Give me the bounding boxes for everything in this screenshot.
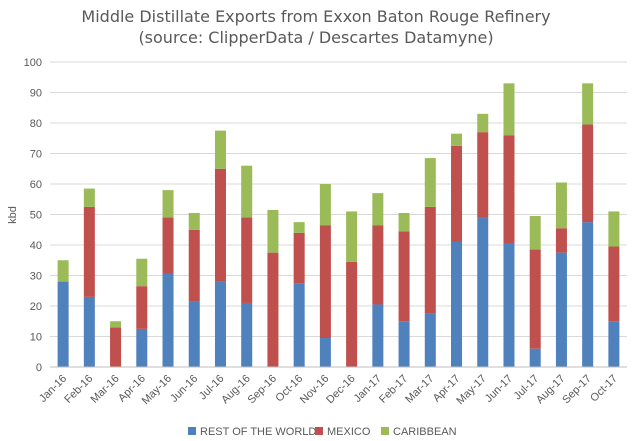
x-tick-label: Mar-16 <box>89 373 122 406</box>
bar-mexico <box>241 217 253 303</box>
x-axis-ticks: Jan-16Feb-16Mar-16Apr-16May-16Jun-16Jul-… <box>37 373 620 407</box>
bars <box>57 83 620 367</box>
bar-rest-of-the-world <box>608 321 620 367</box>
legend-swatch <box>188 427 196 435</box>
bar-mexico <box>346 261 358 367</box>
bar-caribbean <box>293 222 305 233</box>
y-tick-label: 50 <box>30 210 42 222</box>
bar-caribbean <box>582 83 594 125</box>
bar-mexico <box>267 252 279 367</box>
bar-mexico <box>136 286 148 329</box>
chart-subtitle: (source: ClipperData / Descartes Datamyn… <box>138 28 493 47</box>
bar-mexico <box>503 135 515 244</box>
y-axis-label: kbd <box>7 206 19 224</box>
bar-rest-of-the-world <box>424 313 436 367</box>
bar-mexico <box>319 225 331 339</box>
bar-caribbean <box>477 113 489 133</box>
x-tick-label: Sep-16 <box>245 373 279 407</box>
bar-mexico <box>214 168 226 282</box>
bar-caribbean <box>267 209 279 253</box>
x-tick-label: Feb-16 <box>62 373 95 406</box>
legend: REST OF THE WORLD MEXICO CARIBBEAN <box>188 426 457 438</box>
x-tick-label: Jun-17 <box>483 373 515 405</box>
bar-caribbean <box>136 258 148 287</box>
bar-rest-of-the-world <box>293 283 305 367</box>
bar-rest-of-the-world <box>529 348 541 367</box>
bar-mexico <box>372 225 384 305</box>
bar-caribbean <box>162 190 174 218</box>
bar-rest-of-the-world <box>477 217 489 367</box>
bar-mexico <box>424 206 436 314</box>
bar-rest-of-the-world <box>503 243 515 367</box>
bar-rest-of-the-world <box>582 222 594 367</box>
bar-mexico <box>582 124 594 223</box>
bar-rest-of-the-world <box>214 281 226 367</box>
bar-mexico <box>451 145 463 242</box>
bar-mexico <box>83 206 95 297</box>
bar-caribbean <box>503 83 515 136</box>
bar-caribbean <box>83 188 95 207</box>
bar-caribbean <box>424 158 436 207</box>
bar-caribbean <box>110 321 122 328</box>
bar-caribbean <box>241 165 253 218</box>
bar-rest-of-the-world <box>372 304 384 367</box>
bar-mexico <box>398 231 410 322</box>
y-tick-label: 30 <box>30 271 42 283</box>
y-tick-label: 10 <box>30 332 42 344</box>
bar-caribbean <box>214 130 226 169</box>
bar-caribbean <box>555 182 567 229</box>
bar-caribbean <box>188 212 200 230</box>
chart-title: Middle Distillate Exports from Exxon Bat… <box>81 7 550 26</box>
bar-rest-of-the-world <box>555 252 567 367</box>
y-tick-label: 90 <box>30 88 42 100</box>
bar-rest-of-the-world <box>451 241 463 367</box>
bar-caribbean <box>319 184 331 226</box>
x-tick-label: Feb-17 <box>377 373 410 406</box>
bar-rest-of-the-world <box>57 281 69 367</box>
x-tick-label: Oct-17 <box>588 373 620 405</box>
bar-rest-of-the-world <box>319 338 331 367</box>
bar-caribbean <box>398 212 410 232</box>
bar-rest-of-the-world <box>241 302 253 367</box>
x-tick-label: Sep-17 <box>560 373 594 407</box>
bar-caribbean <box>529 216 541 250</box>
bar-mexico <box>477 132 489 218</box>
y-tick-label: 0 <box>36 362 42 374</box>
y-tick-label: 20 <box>30 301 42 313</box>
bar-mexico <box>188 229 200 302</box>
y-axis-ticks: 0 10 20 30 40 50 60 70 80 90 100 <box>24 57 42 374</box>
bar-mexico <box>162 217 174 274</box>
bar-rest-of-the-world <box>398 321 410 367</box>
bar-rest-of-the-world <box>136 328 148 367</box>
y-tick-label: 80 <box>30 118 42 130</box>
bar-mexico <box>608 246 620 322</box>
legend-label: CARIBBEAN <box>393 426 457 438</box>
bar-rest-of-the-world <box>162 273 174 367</box>
bar-mexico <box>110 327 122 367</box>
y-tick-label: 40 <box>30 240 42 252</box>
bar-caribbean <box>346 211 358 262</box>
bar-caribbean <box>608 211 620 247</box>
bar-rest-of-the-world <box>83 296 95 367</box>
x-tick-label: May-16 <box>140 373 174 407</box>
bar-mexico <box>529 249 541 349</box>
x-tick-label: May-17 <box>454 373 488 407</box>
bar-mexico <box>293 232 305 284</box>
bar-caribbean <box>372 193 384 226</box>
bar-caribbean <box>451 133 463 146</box>
y-tick-label: 70 <box>30 149 42 161</box>
x-tick-label: Mar-17 <box>403 373 436 406</box>
bar-rest-of-the-world <box>188 301 200 367</box>
bar-caribbean <box>57 260 69 282</box>
legend-label: REST OF THE WORLD <box>200 426 316 438</box>
legend-swatch <box>381 427 389 435</box>
y-tick-label: 60 <box>30 179 42 191</box>
bar-mexico <box>555 228 567 253</box>
x-tick-label: Jun-16 <box>168 373 200 405</box>
legend-swatch <box>315 427 323 435</box>
legend-label: MEXICO <box>327 426 371 438</box>
x-tick-label: Dec-16 <box>324 373 358 407</box>
y-tick-label: 100 <box>24 57 42 69</box>
